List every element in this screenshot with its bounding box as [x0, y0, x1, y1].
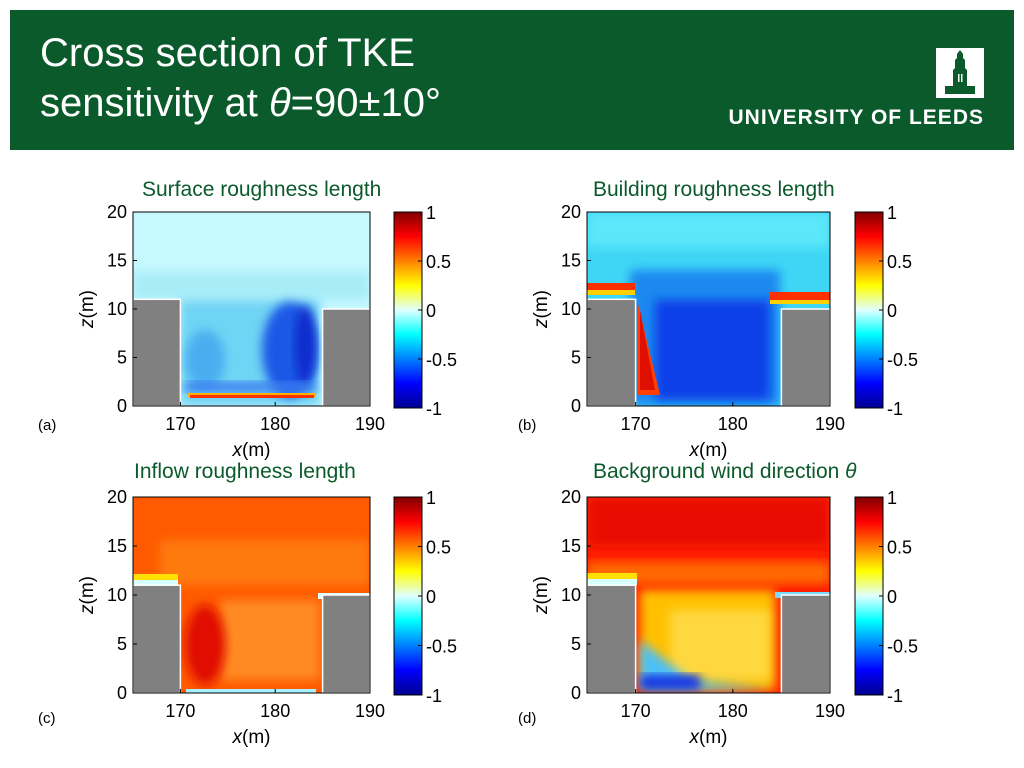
panel-a-building-right: [321, 308, 371, 407]
title-theta: θ: [268, 81, 291, 125]
panel-d-title-text: Background wind direction: [593, 460, 846, 483]
panel-c-ytick-label: 10: [107, 585, 127, 605]
panel-c-xtick-label: 190: [355, 701, 385, 721]
panel-a-label: (a): [38, 417, 56, 434]
panel-a-colorbar: [393, 211, 423, 409]
panel-c-xtick-label: 170: [165, 701, 195, 721]
panel-b-ylabel: z(m): [531, 290, 552, 329]
panel-d-colorbar: [854, 496, 884, 696]
panel-b-ytick-label: 15: [561, 251, 581, 271]
panel-c-colorbar-label: 1: [426, 488, 436, 508]
panel-d-colorbar-label: 0.5: [887, 538, 912, 558]
axes-layer: 170 180 19005101520x(m)z(m)(a)10.50-0.5-11…: [38, 202, 918, 748]
panel-d-title-theta: θ: [845, 460, 857, 483]
panel-a-title: Surface roughness length: [142, 178, 382, 201]
panel-d-building-right: [780, 594, 831, 694]
panel-c-xlabel: x(m): [232, 727, 271, 748]
panel-d-ytick-label: 5: [571, 634, 581, 654]
panel-b-ytick-label: 20: [561, 202, 581, 222]
panel-b-building-right: [780, 308, 831, 407]
panel-d-axes: 170 180 190 0 5 10 15 20 x(m) z(m) (d) 1 0.5 0 -0.5 -1: [518, 487, 918, 748]
panel-c-ytick-label: 0: [117, 683, 127, 703]
panel-b-ytick-label: 5: [571, 348, 581, 368]
panel-a-ytick-label: 0: [117, 396, 127, 416]
panel-d-building-left: [586, 584, 637, 694]
panel-a-xtick-label: 190: [355, 414, 385, 434]
panel-c-xtick-label: 180: [260, 701, 290, 721]
header-bar: Cross section of TKE sensitivity at θ=90…: [10, 10, 1014, 150]
panel-a-colorbar-label: -0.5: [426, 350, 457, 370]
panel-a-ytick-label: 15: [107, 251, 127, 271]
panel-b-xtick-label: 170: [621, 414, 651, 434]
panel-c-colorbar-label: -0.5: [426, 637, 457, 657]
panel-d-ytick-label: 20: [561, 487, 581, 507]
panel-a-colorbar-label: 0: [426, 301, 436, 321]
panel-b-axes: 170 180 190 0 5 10 15 20 x(m) z(m) (b) 1 0.5 0 -0.5 -1: [518, 202, 918, 461]
panel-c-label: (c): [38, 710, 56, 727]
panel-b-colorbar-label: 0.5: [887, 252, 912, 272]
panel-a-axes: 170 180 190 0 5 10 15 20 x(m) z(m) (a) 1 0.5 0 -0.5 -1: [38, 202, 457, 461]
panel-d-ytick-label: 0: [571, 683, 581, 703]
panel-a-building-left: [132, 298, 182, 407]
title-line-1: Cross section of TKE: [40, 31, 415, 75]
panel-c-ytick-label: 5: [117, 634, 127, 654]
panel-c-colorbar-label: 0: [426, 587, 436, 607]
panel-d-ytick-label: 10: [561, 585, 581, 605]
panel-a-colorbar-label: -1: [426, 399, 442, 419]
panel-c-building-right: [321, 594, 371, 694]
panel-b-colorbar: [854, 211, 884, 409]
panel-b-xlabel: x(m): [689, 440, 728, 461]
panel-b-building-left: [586, 298, 637, 407]
panel-d-ylabel: z(m): [531, 576, 552, 615]
panel-b-colorbar-label: -1: [887, 399, 903, 419]
panel-c-ytick-label: 15: [107, 536, 127, 556]
panel-d-label: (d): [518, 710, 536, 727]
leeds-parkinson-tower-icon: [936, 48, 984, 98]
panel-d-xtick-label: 190: [815, 701, 845, 721]
panel-d-title: Background wind direction θ: [593, 460, 857, 484]
panel-b-colorbar-label: 0: [887, 301, 897, 321]
panel-a-ytick-label: 10: [107, 299, 127, 319]
panel-a-xlabel: x(m): [232, 440, 271, 461]
panel-c-ylabel: z(m): [77, 576, 98, 615]
panel-b-colorbar-label: 1: [887, 203, 897, 223]
page-title: Cross section of TKE sensitivity at θ=90…: [40, 28, 441, 128]
panel-d-colorbar-label: 0: [887, 587, 897, 607]
panel-d-ytick-label: 15: [561, 536, 581, 556]
panel-a-colorbar-label: 1: [426, 203, 436, 223]
panel-a-ytick-label: 5: [117, 348, 127, 368]
panel-d-colorbar-label: 1: [887, 488, 897, 508]
panel-d-colorbar-label: -0.5: [887, 637, 918, 657]
panel-c-axes: 170 180 190 0 5 10 15 20 x(m) z(m) (c) 1 0.5 0 -0.5 -1: [38, 487, 457, 748]
panel-b-title: Building roughness length: [593, 178, 835, 201]
panel-c-colorbar: [393, 496, 423, 696]
title-line-2-a: sensitivity at: [40, 81, 269, 125]
panel-b-ytick-label: 10: [561, 299, 581, 319]
panel-d-xlabel: x(m): [689, 727, 728, 748]
panel-c-colorbar-label: 0.5: [426, 538, 451, 558]
title-line-2-b: =90±10°: [290, 81, 441, 125]
panel-b-label: (b): [518, 417, 536, 434]
panel-a-xtick-label: 170: [165, 414, 195, 434]
panel-c-title: Inflow roughness length: [134, 460, 356, 483]
panel-d-colorbar-label: -1: [887, 686, 903, 706]
panel-b-xtick-label: 180: [718, 414, 748, 434]
panel-c-colorbar-label: -1: [426, 686, 442, 706]
panel-d-xtick-label: 180: [718, 701, 748, 721]
panel-a-colorbar-label: 0.5: [426, 252, 451, 272]
panel-b-xtick-label: 190: [815, 414, 845, 434]
title-line-2: sensitivity at θ=90±10°: [40, 78, 441, 128]
university-name: UNIVERSITY OF LEEDS: [728, 106, 984, 129]
panel-d-xtick-label: 170: [621, 701, 651, 721]
panel-c-ytick-label: 20: [107, 487, 127, 507]
panel-a-ylabel: z(m): [77, 290, 98, 329]
panel-a-xtick-label: 180: [260, 414, 290, 434]
panel-b-ytick-label: 0: [571, 396, 581, 416]
panel-c-building-left: [132, 584, 182, 694]
panel-a-ytick-label: 20: [107, 202, 127, 222]
panel-b-colorbar-label: -0.5: [887, 350, 918, 370]
